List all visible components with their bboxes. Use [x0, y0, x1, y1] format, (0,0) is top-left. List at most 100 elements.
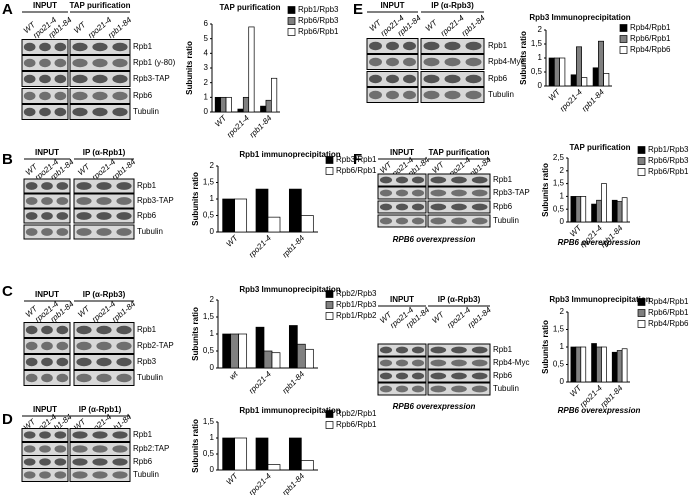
blot-band — [411, 176, 425, 184]
bar — [260, 105, 267, 113]
blot-band — [72, 471, 88, 479]
y-tick-label: 1 — [210, 433, 215, 442]
bar — [601, 183, 607, 223]
chart-title: Rpb3 Immunoprecipitation — [529, 13, 630, 22]
y-tick-label: 3 — [204, 63, 209, 72]
blot-header: IP (α-Rpb1) — [83, 148, 126, 157]
bar — [271, 77, 278, 113]
legend-swatch — [619, 35, 628, 43]
blot-band — [112, 458, 128, 466]
blot-band — [451, 176, 467, 184]
bar — [267, 464, 281, 471]
blot-band — [430, 346, 447, 354]
blot-band — [112, 42, 128, 52]
blot-band — [23, 445, 36, 453]
y-tick-label: 0,5 — [553, 360, 565, 369]
blot-band — [395, 372, 409, 380]
blot-band — [72, 74, 88, 84]
bar — [603, 73, 610, 87]
bar — [548, 57, 555, 87]
blot-band — [116, 182, 132, 190]
blot-band — [96, 341, 112, 351]
chart-title: Rpb1 immunoprecipitation — [239, 406, 340, 415]
y-tick-label: 4 — [204, 48, 209, 57]
y-tick-label: 1,5 — [203, 417, 215, 426]
bar — [580, 346, 587, 383]
blot-band — [395, 359, 409, 367]
y-tick-label: 0,5 — [531, 67, 543, 76]
y-tick-label: 0 — [210, 465, 215, 474]
blot-band — [96, 212, 112, 220]
blot-band — [72, 91, 88, 101]
y-tick-label: 1 — [560, 192, 565, 201]
bar — [214, 96, 221, 113]
x-tick-label: WT — [568, 223, 584, 239]
blot-band — [379, 372, 393, 380]
blot-band — [471, 372, 488, 380]
blot-band — [379, 359, 393, 367]
blot-band — [39, 471, 51, 479]
blot-band — [112, 471, 128, 479]
blot-band — [23, 107, 36, 117]
blot-band — [41, 182, 53, 190]
blot-band — [76, 341, 92, 351]
bar — [237, 108, 244, 113]
blot-band — [430, 189, 447, 197]
blot-band — [112, 58, 128, 68]
x-tick-label: WT — [547, 87, 563, 103]
blot-header: INPUT — [35, 148, 59, 157]
blot-header: IP (α-Rpb3) — [431, 1, 474, 10]
blot-band — [25, 325, 38, 335]
blot-band — [41, 373, 53, 383]
blot-band — [72, 42, 88, 52]
blot-band — [451, 203, 467, 211]
x-tick-label: WT — [213, 113, 229, 129]
y-tick-label: 0 — [538, 81, 543, 90]
blot-band — [72, 107, 88, 117]
blot-band — [25, 357, 38, 367]
legend-swatch — [325, 156, 334, 164]
y-tick-label: 2 — [210, 161, 215, 170]
blot-band — [386, 57, 399, 67]
bar — [611, 199, 618, 223]
blot-band — [25, 341, 38, 351]
legend-label: Rpb6/Rpb1 — [336, 420, 377, 429]
bar — [238, 333, 248, 369]
blot-band — [403, 90, 416, 100]
bar — [554, 57, 560, 87]
blot-band — [411, 217, 425, 225]
row-label: Tubulin — [137, 227, 163, 236]
blot-band — [96, 197, 112, 205]
bar — [611, 351, 618, 383]
blot-band — [451, 385, 467, 393]
legend-swatch — [287, 6, 296, 14]
blot-band — [411, 189, 425, 197]
legend-swatch — [637, 157, 646, 165]
lane-label: rpb1-84 — [460, 13, 487, 38]
blot-band — [54, 74, 67, 84]
blot-header: IP (α-Rpb3) — [83, 290, 126, 299]
blot-band — [76, 325, 92, 335]
legend-swatch — [325, 421, 334, 429]
bar — [300, 460, 314, 471]
y-axis-label: Subunits ratio — [191, 419, 200, 473]
y-tick-label: 1 — [210, 194, 215, 203]
blot-band — [23, 431, 36, 439]
legend-label: Rpb6/Rpb1 — [648, 167, 689, 176]
blot-header: INPUT — [33, 405, 57, 414]
row-label: Tubulin — [133, 107, 159, 116]
bar — [288, 325, 298, 369]
lane-label: WT — [424, 18, 440, 34]
bar — [559, 57, 566, 87]
blot-band — [56, 341, 69, 351]
bar — [570, 196, 577, 223]
blot-band — [92, 91, 108, 101]
blot-band — [72, 458, 88, 466]
blot-band — [116, 212, 132, 220]
bar — [601, 346, 607, 383]
blot-band — [465, 74, 482, 84]
row-label: Rpb3-TAP — [493, 188, 530, 197]
blot-band — [92, 458, 108, 466]
legend-label: Rpb6/Rpb3 — [648, 156, 689, 165]
y-tick-label: 0 — [204, 107, 209, 116]
